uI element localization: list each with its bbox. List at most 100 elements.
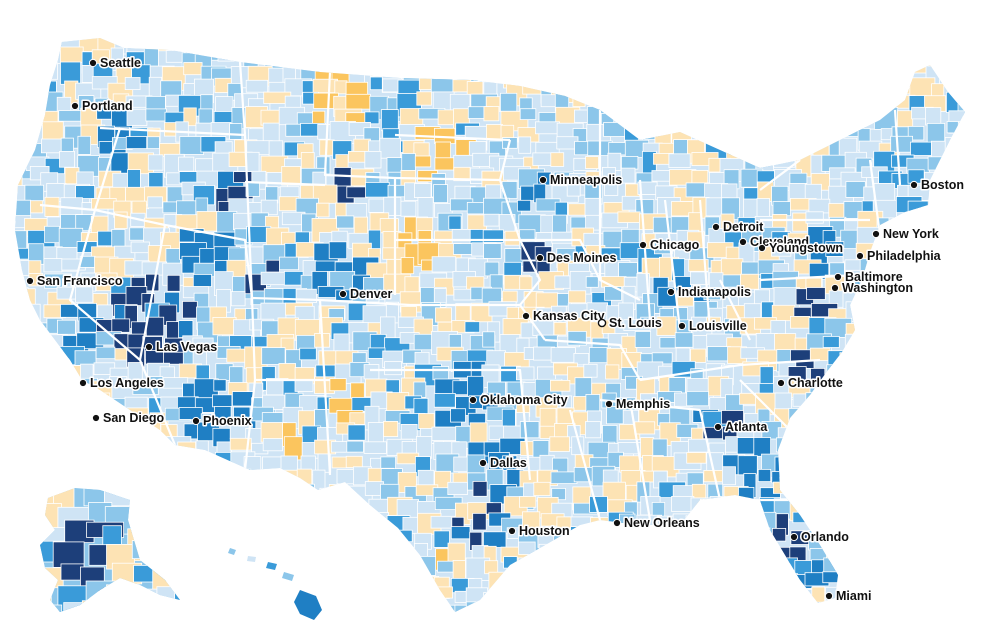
county-cell — [557, 556, 571, 582]
county-cell — [761, 587, 789, 608]
county-cell — [966, 513, 978, 529]
county-cell — [838, 451, 854, 468]
county-cell — [806, 287, 826, 300]
city-dot-des-moines — [535, 253, 545, 263]
county-cell — [415, 606, 440, 612]
city-dot-detroit — [711, 222, 721, 232]
county-cell — [43, 258, 63, 273]
county-cell — [153, 541, 180, 568]
county-cell — [894, 533, 921, 548]
county-cell — [707, 346, 731, 362]
county-cell — [890, 322, 918, 342]
county-cell — [400, 49, 424, 66]
county-cell — [313, 541, 340, 563]
county-cell — [753, 527, 771, 540]
county-cell — [843, 364, 858, 379]
county-cell — [296, 468, 313, 492]
county-cell — [346, 186, 368, 199]
county-cell — [925, 547, 941, 569]
county-cell — [966, 108, 980, 120]
county-cell — [58, 38, 81, 49]
county-cell — [930, 514, 950, 535]
city-label-kansas-city: Kansas City — [533, 309, 605, 323]
county-cell — [925, 454, 949, 479]
county-cell — [243, 48, 259, 68]
county-cell — [692, 51, 718, 75]
county-cell — [959, 277, 965, 294]
county-cell — [346, 501, 361, 526]
county-cell — [182, 589, 198, 611]
county-cell — [657, 112, 683, 128]
county-cell — [397, 529, 413, 543]
county-cell — [147, 154, 164, 171]
county-cell — [957, 351, 965, 369]
county-cell — [520, 587, 537, 602]
county-cell — [637, 606, 654, 612]
county-cell — [433, 287, 447, 304]
city-label-houston: Houston — [519, 524, 570, 538]
county-cell — [419, 38, 445, 59]
county-cell — [285, 38, 308, 59]
county-cell — [437, 109, 455, 126]
county-cell — [145, 108, 167, 122]
county-cell — [672, 82, 695, 98]
county-cell — [804, 486, 829, 499]
county-cell — [262, 38, 283, 49]
county-cell — [143, 47, 159, 67]
city-label-washington: Washington — [842, 281, 913, 295]
county-cell — [604, 592, 618, 609]
county-cell — [940, 406, 965, 430]
county-cell — [708, 511, 722, 534]
county-cell — [177, 563, 192, 585]
county-cell — [400, 200, 417, 217]
county-cell — [15, 606, 28, 612]
county-cell — [174, 580, 180, 612]
county-cell — [159, 560, 174, 581]
county-cell — [210, 546, 231, 567]
county-cell — [570, 516, 593, 536]
county-cell — [569, 83, 593, 95]
county-cell — [483, 243, 502, 259]
county-cell — [722, 91, 742, 116]
county-cell — [347, 424, 366, 441]
county-cell — [178, 320, 194, 339]
county-cell — [368, 38, 393, 58]
county-cell — [363, 364, 380, 380]
county-cell — [28, 457, 47, 471]
county-cell — [858, 544, 887, 566]
county-cell — [483, 592, 498, 612]
county-cell — [844, 333, 862, 355]
county-cell — [688, 259, 709, 272]
county-cell — [133, 565, 172, 583]
county-cell — [154, 520, 180, 538]
county-cell — [364, 111, 380, 125]
county-cell — [657, 576, 677, 595]
city-dot-houston — [507, 526, 517, 536]
county-cell — [962, 196, 965, 210]
city-label-atlanta: Atlanta — [725, 420, 768, 434]
city-label-new-orleans: New Orleans — [624, 516, 700, 530]
county-cell — [15, 542, 37, 561]
county-cell — [182, 300, 198, 319]
county-cell — [244, 487, 273, 503]
county-cell — [40, 604, 63, 612]
county-cell — [217, 48, 235, 62]
county-cell — [927, 378, 941, 396]
county-cell — [825, 79, 846, 103]
county-cell — [638, 64, 661, 83]
county-cell — [846, 605, 862, 612]
county-cell — [162, 541, 186, 558]
county-cell — [147, 442, 165, 462]
county-cell — [538, 50, 565, 72]
county-cell — [179, 136, 205, 155]
county-cell — [329, 544, 356, 566]
county-cell — [381, 604, 402, 612]
county-cell — [415, 587, 432, 602]
city-dot-los-angeles — [78, 378, 88, 388]
county-cell — [522, 511, 541, 533]
county-cell — [433, 38, 449, 50]
county-cell — [550, 379, 571, 392]
county-cell — [213, 406, 232, 422]
county-cell — [908, 46, 923, 62]
county-cell — [686, 452, 707, 464]
